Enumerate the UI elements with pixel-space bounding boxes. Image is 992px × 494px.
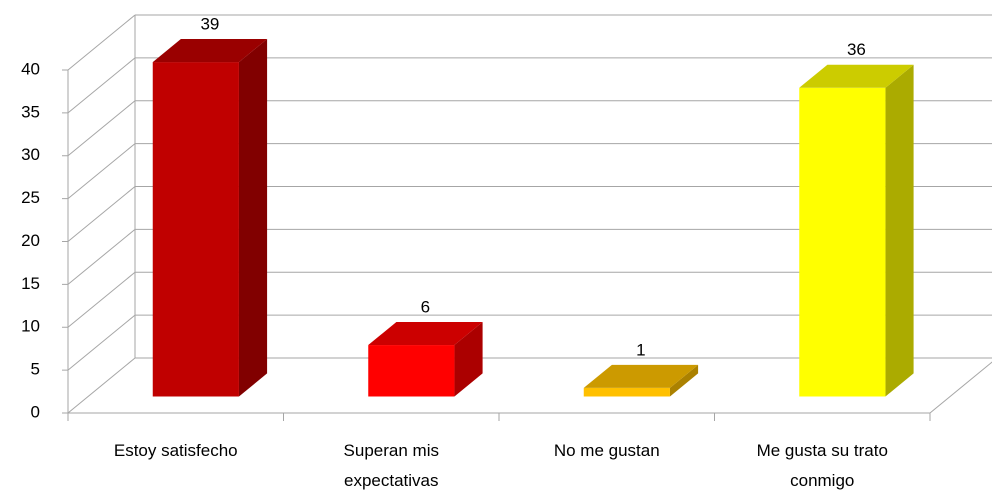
- grid-line: [67, 100, 136, 157]
- bar-side: [454, 321, 483, 397]
- grid-line: [67, 143, 136, 200]
- grid-line: [67, 357, 136, 414]
- y-tick-label: 25: [21, 188, 40, 207]
- grid-line: [67, 314, 136, 371]
- bar-side: [238, 38, 268, 397]
- y-tick-label: 30: [21, 145, 40, 164]
- y-tick-label: 0: [31, 402, 40, 421]
- bar: [368, 345, 455, 397]
- bar-top: [152, 38, 268, 63]
- grid-line: [67, 228, 136, 285]
- x-tick-label: Superan mis expectativas: [343, 441, 439, 490]
- x-tick-label: Estoy satisfecho: [113, 441, 238, 460]
- bar: [583, 387, 670, 397]
- y-tick-label: 10: [21, 317, 40, 336]
- grid-line: [67, 57, 136, 114]
- data-label: 36: [847, 40, 866, 59]
- y-tick-label: 40: [21, 59, 40, 78]
- bar-top: [799, 64, 914, 88]
- bar: [799, 87, 886, 397]
- grid-line: [67, 14, 136, 71]
- x-tick-label: Me gusta su trato conmigo: [756, 441, 888, 490]
- bar-top: [368, 321, 483, 346]
- y-tick-label: 35: [21, 102, 40, 121]
- data-label: 1: [636, 340, 645, 359]
- y-tick-label: 5: [31, 360, 40, 379]
- grid-line: [67, 271, 136, 328]
- bar-top: [583, 364, 699, 388]
- bar-side: [669, 364, 699, 397]
- x-tick-label: No me gustan: [553, 441, 660, 460]
- grid-line: [67, 186, 136, 242]
- y-tick-label: 20: [21, 231, 40, 250]
- data-label: 6: [421, 297, 430, 316]
- axis: [929, 361, 992, 414]
- y-tick-label: 15: [21, 274, 40, 293]
- data-label: 39: [200, 14, 219, 33]
- bar-side: [885, 64, 914, 397]
- bar: [152, 62, 239, 397]
